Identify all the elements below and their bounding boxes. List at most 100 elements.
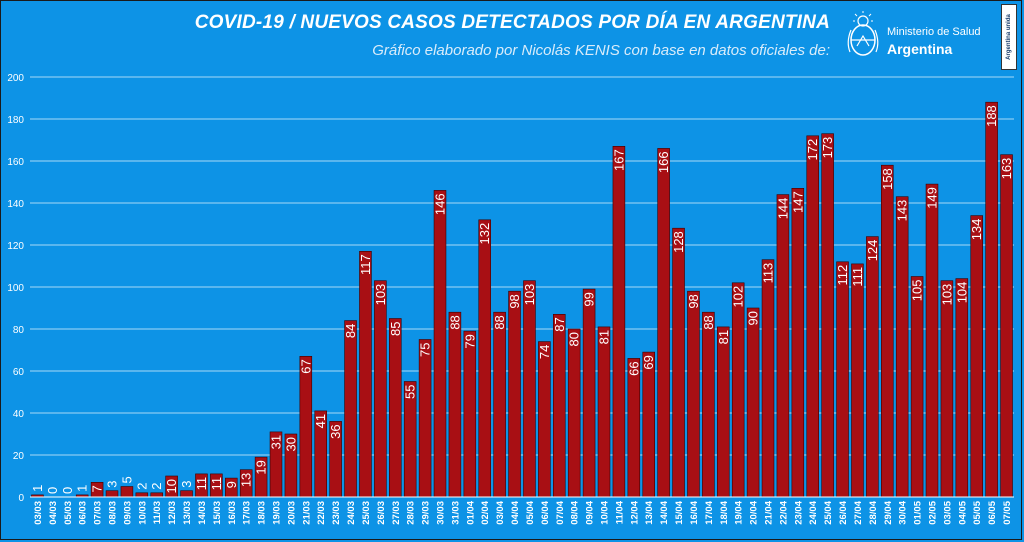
x-category-label: 27/03	[391, 501, 402, 525]
x-category-label: 23/03	[331, 501, 342, 525]
bar	[344, 320, 357, 498]
x-category-label: 20/04	[749, 500, 760, 524]
x-category-label: 26/04	[838, 500, 849, 524]
bar-value-label: 143	[895, 200, 910, 222]
bar-value-label: 3	[179, 480, 194, 487]
x-category-label: 03/03	[33, 501, 44, 525]
bar	[925, 183, 939, 498]
bar-value-label: 9	[224, 481, 239, 488]
x-category-label: 24/04	[808, 500, 819, 524]
bar-value-label: 90	[746, 311, 761, 325]
bar	[553, 313, 566, 498]
bar-value-label: 19	[254, 460, 269, 474]
argentina-unida-badge: Argentina unida	[1001, 4, 1017, 70]
ministerio-logo: Ministerio de Salud Argentina	[843, 10, 993, 66]
bar-value-label: 98	[686, 294, 701, 308]
y-tick-label: 0	[18, 493, 24, 504]
x-category-label: 09/03	[122, 501, 133, 525]
x-category-label: 29/04	[883, 500, 894, 524]
x-category-label: 10/03	[137, 501, 148, 525]
bar-value-label: 2	[149, 483, 164, 490]
x-category-label: 03/05	[942, 500, 953, 524]
bar	[746, 307, 760, 498]
bar	[910, 276, 924, 498]
x-category-label: 11/03	[152, 501, 163, 524]
bar-value-label: 128	[671, 231, 686, 253]
x-category-label: 15/04	[674, 500, 685, 524]
bar	[418, 339, 432, 498]
x-category-label: 25/03	[361, 501, 372, 525]
bar	[448, 311, 462, 498]
x-category-label: 07/03	[93, 501, 104, 525]
x-category-label: 18/04	[719, 500, 730, 524]
bar-value-label: 87	[552, 317, 567, 331]
x-category-label: 02/05	[928, 500, 939, 524]
y-tick-label: 80	[13, 325, 25, 336]
x-category-label: 09/04	[585, 500, 596, 524]
x-category-label: 17/03	[242, 501, 253, 525]
x-category-label: 23/04	[793, 500, 804, 524]
x-category-label: 04/05	[957, 500, 968, 524]
bar-value-label: 36	[328, 424, 343, 438]
bar-value-label: 69	[641, 355, 656, 369]
bar	[895, 196, 909, 498]
bar	[150, 492, 163, 498]
x-category-label: 25/04	[823, 500, 834, 524]
bar	[612, 146, 626, 498]
x-category-label: 13/04	[644, 500, 655, 524]
bar	[672, 227, 685, 498]
x-category-label: 06/04	[540, 500, 551, 524]
x-category-label: 30/04	[898, 500, 909, 524]
y-tick-label: 100	[7, 283, 24, 294]
bar	[821, 133, 834, 498]
x-category-label: 03/04	[495, 500, 506, 524]
y-tick-label: 200	[7, 73, 24, 84]
x-category-label: 05/03	[63, 501, 74, 525]
chart-subtitle: Gráfico elaborado por Nicolás KENIS con …	[372, 42, 830, 59]
bar	[299, 355, 313, 498]
x-category-label: 24/03	[346, 501, 357, 525]
bar-value-label: 103	[373, 284, 388, 306]
x-category-label: 11/04	[614, 500, 625, 524]
bar	[731, 282, 745, 498]
bar-value-label: 3	[105, 480, 120, 487]
x-category-label: 08/03	[108, 501, 119, 525]
bar-value-label: 0	[45, 487, 60, 494]
x-category-label: 12/03	[167, 501, 178, 525]
bar-value-label: 84	[343, 324, 358, 338]
bar-value-label: 75	[418, 343, 433, 357]
x-category-label: 28/04	[868, 500, 879, 524]
bar-value-label: 104	[954, 282, 969, 304]
x-category-label: 02/04	[480, 500, 491, 524]
bar-value-label: 112	[835, 265, 850, 286]
x-category-label: 19/03	[272, 501, 283, 525]
bar-value-label: 7	[90, 485, 105, 492]
x-category-label: 06/03	[78, 501, 89, 525]
x-category-label: 13/03	[182, 501, 193, 525]
bar-value-label: 188	[984, 105, 999, 127]
y-tick-label: 120	[7, 241, 24, 252]
bar	[120, 486, 134, 498]
x-category-label: 27/04	[853, 500, 864, 524]
bar-value-label: 67	[298, 359, 313, 373]
bar	[105, 490, 119, 498]
bar	[642, 351, 655, 498]
bar-value-label: 167	[611, 149, 626, 171]
bar	[597, 326, 611, 498]
bar-value-label: 113	[761, 263, 776, 284]
x-category-label: 28/03	[406, 501, 417, 525]
x-category-label: 26/03	[376, 501, 387, 525]
x-category-label: 01/04	[465, 500, 476, 524]
bar-value-label: 132	[477, 223, 492, 245]
x-category-label: 07/05	[1002, 500, 1013, 524]
bar-value-label: 88	[447, 315, 462, 329]
bar	[851, 263, 864, 498]
bar-value-label: 117	[358, 254, 373, 275]
bar-value-label: 81	[597, 330, 612, 344]
y-tick-label: 180	[7, 115, 24, 126]
bar-value-label: 31	[269, 435, 284, 449]
bar-value-label: 74	[537, 345, 552, 359]
bar-value-label: 103	[522, 284, 537, 306]
bar	[463, 330, 477, 498]
